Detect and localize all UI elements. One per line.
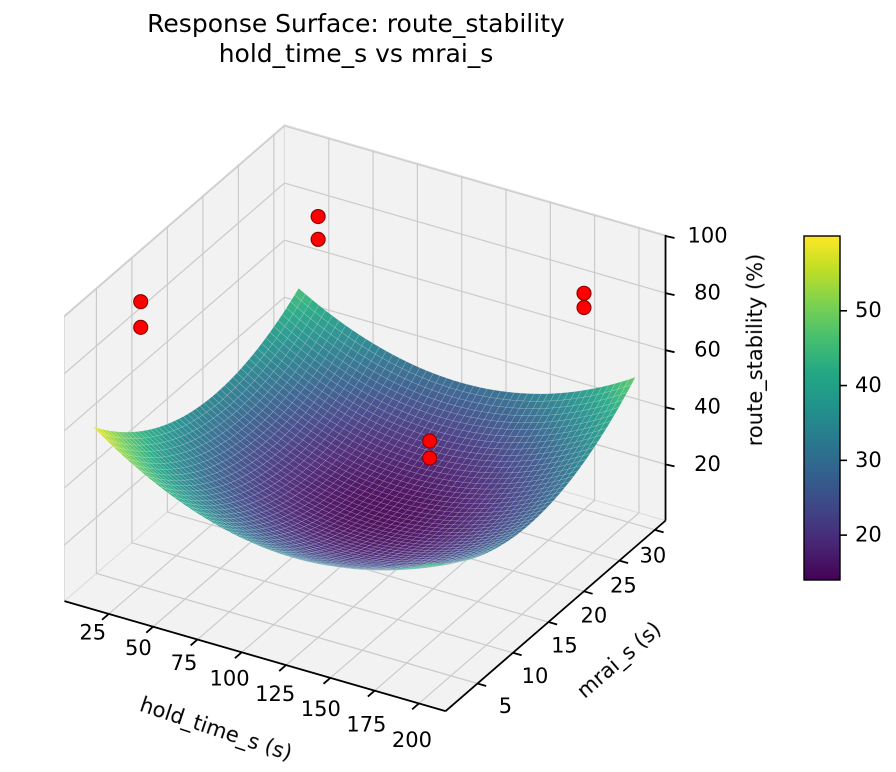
- z-axis-label: route_stability (%): [743, 253, 767, 447]
- chart-title: Response Surface: route_stability hold_t…: [0, 9, 712, 69]
- chart-title-line2: hold_time_s vs mrai_s: [218, 39, 494, 68]
- chart-title-line1: Response Surface: route_stability: [147, 9, 565, 38]
